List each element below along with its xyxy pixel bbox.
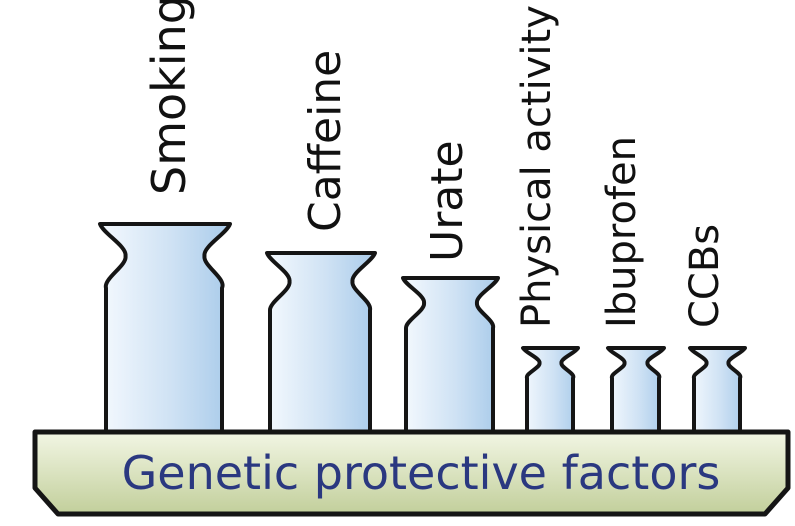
weight-ibuprofen: Ibuprofen [599, 136, 666, 434]
weight-label: Urate [422, 140, 473, 262]
weight-label: Smoking [142, 0, 196, 195]
weight-ccbs: CCBs [682, 224, 747, 434]
weight-shape [521, 346, 580, 434]
weight-shape [606, 346, 666, 434]
weight-shape [401, 276, 500, 434]
weight-physical-activity: Physical activity [514, 5, 580, 434]
weight-smoking: Smoking [98, 0, 232, 434]
base-platform-label: Genetic protective factors [122, 446, 721, 500]
weight-shape [98, 222, 232, 434]
base-platform-shape [32, 429, 791, 517]
weight-label: Ibuprofen [599, 136, 645, 328]
weight-label: Physical activity [514, 5, 560, 328]
weight-label: Caffeine [300, 50, 351, 232]
weight-shape [265, 251, 377, 434]
weights-group: Smoking Caffeine Urate Physical activity Ibu… [98, 0, 747, 434]
weight-caffeine: Caffeine [265, 50, 377, 434]
base-platform: Genetic protective factors [32, 429, 791, 517]
weight-label: CCBs [682, 224, 728, 328]
weight-urate: Urate [401, 140, 500, 434]
weight-shape [688, 346, 747, 434]
